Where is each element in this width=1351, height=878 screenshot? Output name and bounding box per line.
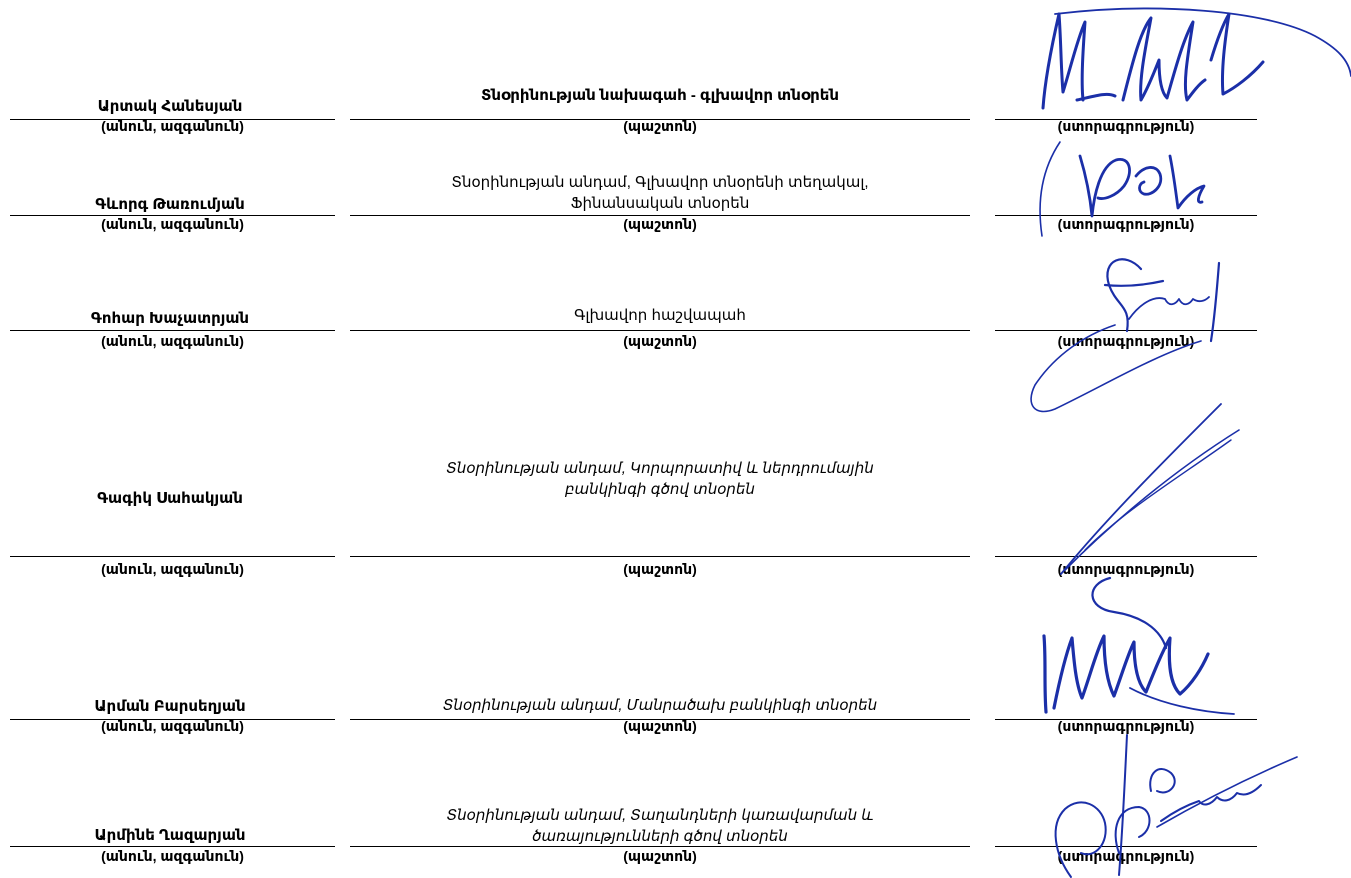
signature-caption: (ստորագրություն) [1057,848,1195,864]
position-caption: (պաշտոն) [623,216,697,232]
name-caption: (անուն, ազգանուն) [101,718,244,734]
position-line-1: Տնօրինության անդամ, Կորպորատիվ և ներդրու… [446,460,874,477]
name-caption: (անուն, ազգանուն) [101,333,244,349]
signature-caption: (ստորագրություն) [1057,118,1195,134]
position-caption: (պաշտոն) [623,333,697,349]
name-line [10,846,335,847]
signatory-name: Գոհար Խաչատրյան [90,310,250,327]
signature-caption: (ստորագրություն) [1057,718,1195,734]
signature-line [995,846,1257,847]
signature-line [995,215,1257,216]
signature-1-image [1041,7,1351,110]
signature-5-image [1042,576,1235,715]
signatory-position: Տնօրինության անդամ, Կորպորատիվ և ներդրու… [350,458,970,500]
signatory-position: Տնօրինության անդամ, Մանրածախ բանկինգի տն… [442,697,878,714]
signatory-position: Տնօրինության անդամ, Գլխավոր տնօրենի տեղա… [350,172,970,214]
position-line [350,846,970,847]
name-caption: (անուն, ազգանուն) [101,561,244,577]
signatory-name: Գագիկ Սահակյան [97,490,243,507]
signature-2-image [1039,141,1206,237]
position-line [350,119,970,120]
name-line [10,330,335,331]
position-line [350,330,970,331]
position-line-2: ծառայությունների գծով տնօրեն [532,828,788,845]
signatory-name: Գևորգ Թառումյան [95,196,245,213]
signature-caption: (ստորագրություն) [1057,561,1195,577]
position-caption: (պաշտոն) [623,718,697,734]
signature-caption: (ստորագրություն) [1057,216,1195,232]
signature-4-image [1060,403,1240,575]
name-caption: (անուն, ազգանուն) [101,848,244,864]
signature-caption: (ստորագրություն) [1057,333,1195,349]
signatory-name: Արման Բարսեղյան [94,698,246,715]
name-line [10,215,335,216]
name-caption: (անուն, ազգանուն) [101,216,244,232]
signatory-position: Գլխավոր հաշվապահ [574,307,746,324]
name-line [10,556,335,557]
signatory-position: Տնօրինության անդամ, Տաղանդների կառավարմա… [350,805,970,847]
position-line [350,719,970,720]
position-line [350,556,970,557]
name-caption: (անուն, ազգանուն) [101,118,244,134]
position-line [350,215,970,216]
position-line-2: բանկինգի գծով տնօրեն [565,481,755,498]
signatory-name: Արտակ Հանեսյան [97,98,243,115]
position-line-1: Տնօրինության անդամ, Գլխավոր տնօրենի տեղա… [451,174,869,191]
position-caption: (պաշտոն) [623,118,697,134]
name-line [10,119,335,120]
name-line [10,719,335,720]
signatory-name: Արմինե Ղազարյան [94,827,246,844]
signature-line [995,556,1257,557]
position-line-1: Տնօրինության անդամ, Տաղանդների կառավարմա… [446,807,874,824]
position-caption: (պաշտոն) [623,561,697,577]
signature-3-image [1030,258,1221,413]
signature-line [995,719,1257,720]
signature-line [995,119,1257,120]
position-line-2: Ֆինանսական տնօրեն [570,195,750,212]
position-caption: (պաշտոն) [623,848,697,864]
signatory-position: Տնօրինության նախագահ - գլխավոր տնօրեն [480,87,840,104]
signature-6-image [1054,734,1298,878]
